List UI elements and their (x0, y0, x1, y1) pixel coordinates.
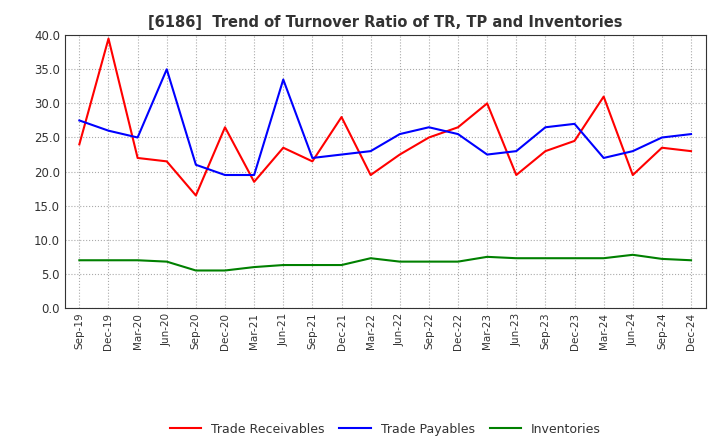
Trade Receivables (250, 179, 258, 184)
Trade Receivables (483, 101, 492, 106)
Trade Payables (541, 125, 550, 130)
Inventories (220, 268, 229, 273)
Trade Receivables (541, 149, 550, 154)
Trade Receivables (133, 155, 142, 161)
Trade Payables (192, 162, 200, 167)
Trade Payables (250, 172, 258, 178)
Inventories (104, 258, 113, 263)
Trade Payables (308, 155, 317, 161)
Trade Payables (512, 149, 521, 154)
Line: Inventories: Inventories (79, 255, 691, 271)
Inventories (163, 259, 171, 264)
Trade Receivables (308, 159, 317, 164)
Inventories (337, 262, 346, 268)
Inventories (250, 264, 258, 270)
Trade Payables (454, 132, 462, 137)
Trade Receivables (570, 138, 579, 143)
Trade Receivables (425, 135, 433, 140)
Trade Payables (220, 172, 229, 178)
Trade Payables (483, 152, 492, 157)
Trade Payables (395, 132, 404, 137)
Trade Receivables (454, 125, 462, 130)
Line: Trade Payables: Trade Payables (79, 69, 691, 175)
Inventories (512, 256, 521, 261)
Trade Receivables (75, 142, 84, 147)
Trade Receivables (192, 193, 200, 198)
Trade Payables (163, 66, 171, 72)
Trade Payables (570, 121, 579, 127)
Trade Payables (133, 135, 142, 140)
Inventories (279, 262, 287, 268)
Trade Receivables (629, 172, 637, 178)
Inventories (425, 259, 433, 264)
Inventories (541, 256, 550, 261)
Line: Trade Receivables: Trade Receivables (79, 39, 691, 195)
Trade Receivables (163, 159, 171, 164)
Inventories (570, 256, 579, 261)
Legend: Trade Receivables, Trade Payables, Inventories: Trade Receivables, Trade Payables, Inven… (165, 418, 606, 440)
Trade Payables (75, 118, 84, 123)
Trade Receivables (395, 152, 404, 157)
Trade Payables (366, 149, 375, 154)
Trade Receivables (599, 94, 608, 99)
Trade Receivables (366, 172, 375, 178)
Inventories (687, 258, 696, 263)
Inventories (366, 256, 375, 261)
Trade Payables (279, 77, 287, 82)
Trade Payables (687, 132, 696, 137)
Inventories (75, 258, 84, 263)
Trade Payables (337, 152, 346, 157)
Inventories (308, 262, 317, 268)
Inventories (395, 259, 404, 264)
Title: [6186]  Trend of Turnover Ratio of TR, TP and Inventories: [6186] Trend of Turnover Ratio of TR, TP… (148, 15, 623, 30)
Inventories (133, 258, 142, 263)
Inventories (629, 252, 637, 257)
Trade Payables (657, 135, 666, 140)
Trade Receivables (657, 145, 666, 150)
Trade Receivables (104, 36, 113, 41)
Trade Receivables (337, 114, 346, 120)
Trade Receivables (687, 149, 696, 154)
Inventories (483, 254, 492, 260)
Trade Receivables (279, 145, 287, 150)
Trade Receivables (220, 125, 229, 130)
Trade Payables (599, 155, 608, 161)
Trade Payables (425, 125, 433, 130)
Trade Payables (104, 128, 113, 133)
Inventories (454, 259, 462, 264)
Inventories (657, 256, 666, 261)
Trade Receivables (512, 172, 521, 178)
Inventories (192, 268, 200, 273)
Trade Payables (629, 149, 637, 154)
Inventories (599, 256, 608, 261)
